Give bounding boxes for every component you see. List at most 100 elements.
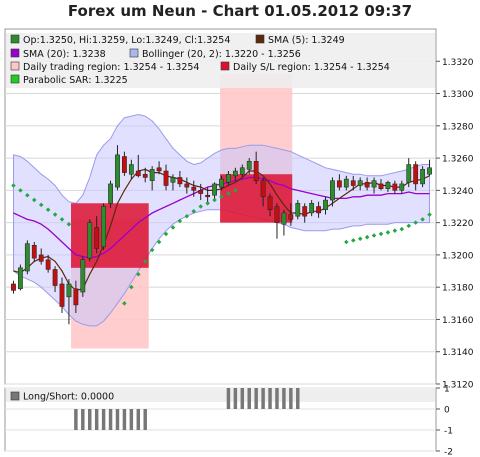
candle-body xyxy=(364,182,370,188)
candle-body xyxy=(330,180,335,201)
candle-body xyxy=(267,196,273,210)
long-short-plot-area: 1 0 -1 -2 Long/Short: 0.0000 xyxy=(4,385,453,457)
candle-body xyxy=(288,214,294,220)
candle-body xyxy=(371,180,377,188)
y-tick-label: 1.3260 xyxy=(442,155,474,165)
candle-body xyxy=(149,169,155,181)
main-plot-area: 1.3120 1.3140 1.3160 1.3180 1.3200 1.3220 1.32… xyxy=(4,28,474,391)
long-short-bar xyxy=(240,388,245,409)
candle-body xyxy=(156,167,162,172)
candle-body xyxy=(38,254,44,262)
long-short-bar xyxy=(108,409,113,430)
legend-label: Bollinger (20, 2): 1.3220 - 1.3256 xyxy=(142,49,301,60)
sar-point xyxy=(18,188,23,193)
y-tick-label: 1.3200 xyxy=(442,251,474,261)
long-short-bar xyxy=(74,409,78,430)
sub-legend-background xyxy=(6,389,435,402)
long-short-bar xyxy=(226,388,231,409)
long-short-bar xyxy=(233,388,238,409)
sub-y-tick-label: 1 xyxy=(444,385,450,395)
candle-body xyxy=(226,173,231,183)
sub-legend-label: Long/Short: 0.0000 xyxy=(23,392,114,403)
candle-body xyxy=(239,167,245,175)
legend-label: Op:1.3250, Hi:1.3259, Lo:1.3249, Cl:1.32… xyxy=(23,35,230,46)
candle-body xyxy=(392,183,398,191)
candle-body xyxy=(343,178,349,188)
candle-body xyxy=(128,164,134,175)
long-short-bar xyxy=(282,388,286,409)
candle-body xyxy=(399,183,405,191)
candle-body xyxy=(253,161,259,181)
candle-body xyxy=(219,178,224,188)
long-short-bar xyxy=(247,388,251,409)
candle-body xyxy=(18,267,23,290)
candle-body xyxy=(212,183,217,196)
sar-point xyxy=(420,217,425,222)
candle-body xyxy=(274,206,280,223)
sar-point xyxy=(142,259,148,264)
legend-swatch xyxy=(255,34,265,44)
y-tick-label: 1.3280 xyxy=(442,122,474,132)
candle-body xyxy=(94,227,100,249)
sar-point xyxy=(385,230,391,235)
sub-y-tick-label: -2 xyxy=(444,448,453,457)
sar-point xyxy=(177,218,183,224)
candle-body xyxy=(73,288,79,306)
legend-swatch xyxy=(10,48,20,58)
long-short-bar xyxy=(101,409,106,430)
candle-body xyxy=(323,199,328,210)
sar-point xyxy=(226,191,231,196)
candle-body xyxy=(52,269,58,286)
long-short-bar xyxy=(143,409,147,430)
candle-body xyxy=(59,283,65,307)
sar-point xyxy=(413,220,418,225)
legend-label: SMA (5): 1.3249 xyxy=(268,35,345,46)
long-short-bar xyxy=(296,388,300,409)
legend-label: SMA (20): 1.3238 xyxy=(23,49,106,60)
legend-swatch xyxy=(10,61,20,71)
long-short-bar xyxy=(275,388,279,409)
y-tick-label: 1.3220 xyxy=(442,219,474,229)
candle-body xyxy=(191,186,197,191)
sar-point xyxy=(427,212,432,217)
y-tick-label: 1.3320 xyxy=(442,58,474,68)
candle-body xyxy=(11,283,16,291)
sub-legend-swatch xyxy=(10,391,20,401)
candle-body xyxy=(302,206,308,217)
legend-label: Parabolic SAR: 1.3225 xyxy=(23,75,128,86)
candle-body xyxy=(66,283,72,298)
chart-title: Forex um Neun - Chart 01.05.2012 09:37 xyxy=(67,2,413,20)
legend-background xyxy=(6,33,435,88)
candle-body xyxy=(45,259,51,270)
sar-point xyxy=(136,272,141,277)
candle-body xyxy=(378,183,384,189)
sar-point xyxy=(364,234,370,240)
candle-body xyxy=(260,180,266,198)
legend: Op:1.3250, Hi:1.3259, Lo:1.3249, Cl:1.32… xyxy=(6,33,435,88)
y-tick-label: 1.3300 xyxy=(442,90,474,100)
y-tick-label: 1.3180 xyxy=(442,284,474,294)
legend-swatch xyxy=(10,74,20,84)
candle-body xyxy=(246,161,252,170)
candle-body xyxy=(122,156,127,173)
candle-body xyxy=(177,177,183,185)
candle-body xyxy=(281,212,287,225)
y-tick-label: 1.3120 xyxy=(442,381,474,391)
long-short-bar xyxy=(88,409,92,430)
candle-body xyxy=(316,206,321,214)
candle-body xyxy=(31,244,37,259)
sar-point xyxy=(170,225,176,230)
legend-label: Daily trading region: 1.3254 - 1.3254 xyxy=(23,62,199,73)
candle-body xyxy=(205,194,211,198)
candle-body xyxy=(184,183,190,188)
candle-body xyxy=(336,180,342,188)
long-short-bar xyxy=(81,409,85,430)
candle-body xyxy=(87,222,93,259)
candle-body xyxy=(350,180,356,186)
legend-label: Daily S/L region: 1.3254 - 1.3254 xyxy=(233,62,390,73)
long-short-bar xyxy=(122,409,127,430)
long-short-bar xyxy=(268,388,272,409)
long-short-bar xyxy=(289,388,293,409)
candle-body xyxy=(108,183,113,204)
